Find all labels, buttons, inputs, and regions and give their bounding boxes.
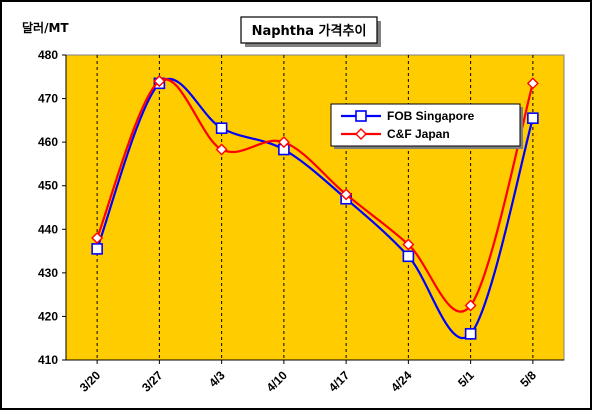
data-point (402, 250, 415, 263)
data-point (153, 75, 166, 88)
data-point (402, 238, 415, 251)
series-layer (91, 75, 539, 340)
legend-label: FOB Singapore (387, 109, 475, 123)
data-point (464, 299, 477, 312)
legend: FOB Singapore C&F Japan (330, 103, 523, 149)
title-box (240, 16, 378, 44)
y-tick-label: 420 (38, 309, 58, 323)
y-tick-label: 440 (38, 222, 58, 236)
y-axis-label: 달러/MT (22, 20, 69, 35)
y-tick-label: 430 (38, 266, 58, 280)
series-1 (91, 75, 539, 313)
legend-label: C&F Japan (387, 127, 450, 141)
data-point (464, 328, 477, 340)
data-point (215, 122, 228, 134)
data-point (340, 188, 353, 201)
data-point (91, 232, 104, 244)
plot-area (65, 54, 565, 361)
chart-title-box: Naphtha 가격추이 (240, 16, 381, 47)
data-point (526, 77, 539, 90)
legend-marker (355, 128, 367, 140)
y-tick-label: 460 (38, 135, 58, 149)
y-tick-label: 450 (38, 179, 58, 193)
y-tick-labels: 410 420 430 440 450 460 470 480 (38, 48, 66, 367)
chart-title: Naphtha 가격추이 (252, 23, 367, 39)
legend-item: C&F Japan (341, 127, 450, 141)
data-point (91, 243, 103, 255)
y-tick-label: 410 (38, 353, 58, 367)
data-point (527, 112, 539, 124)
y-tick-label: 480 (38, 48, 58, 62)
data-point (215, 143, 228, 156)
y-tick-label: 470 (38, 92, 58, 106)
legend-marker (355, 110, 367, 122)
legend-item: FOB Singapore (341, 109, 475, 123)
data-point (277, 136, 290, 149)
axes (65, 55, 564, 361)
